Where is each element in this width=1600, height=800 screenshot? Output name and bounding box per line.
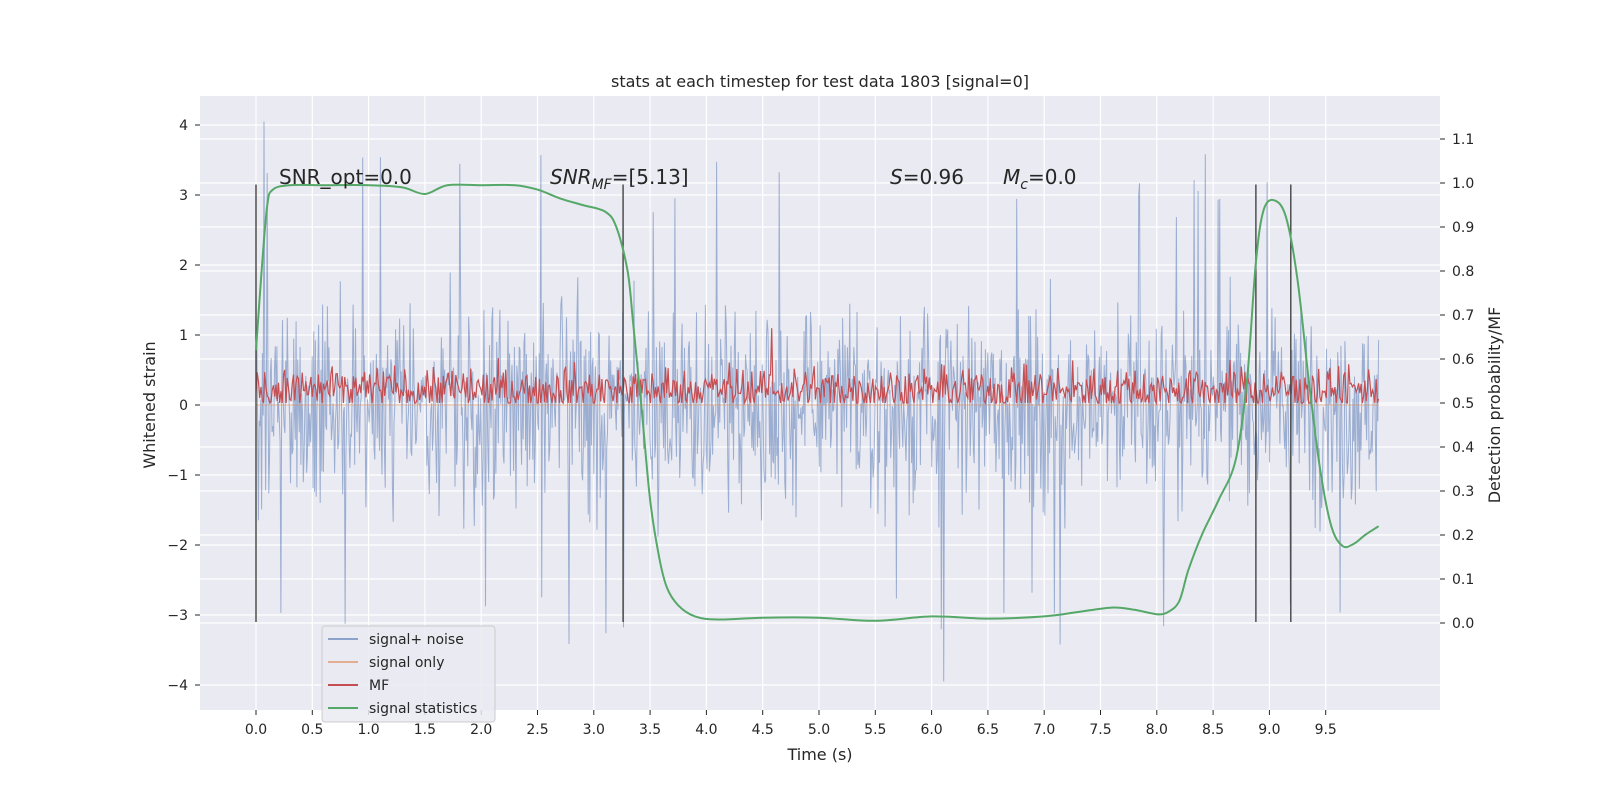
x-tick-label: 1.5 xyxy=(414,722,436,738)
y-right-tick-label: 1.0 xyxy=(1452,176,1474,192)
x-tick-label: 4.5 xyxy=(752,722,774,738)
y-tick-label: −3 xyxy=(167,608,188,624)
x-tick-label: 9.5 xyxy=(1315,722,1337,738)
x-tick-label: 6.5 xyxy=(977,722,999,738)
y-right-tick-label: 0.6 xyxy=(1452,352,1474,368)
y-right-tick-label: 0.3 xyxy=(1452,484,1474,500)
x-tick-label: 4.0 xyxy=(695,722,717,738)
y-axis-label: Whitened strain xyxy=(140,341,159,468)
x-axis-label: Time (s) xyxy=(786,745,852,764)
data-layer xyxy=(255,121,1380,682)
annotation-mc-label: M xyxy=(1003,165,1020,189)
y-right-tick-label: 0.8 xyxy=(1452,264,1474,280)
x-tick-label: 8.0 xyxy=(1146,722,1168,738)
x-tick-label: 5.0 xyxy=(808,722,830,738)
annotation-mc-sub: c xyxy=(1020,177,1028,193)
x-tick-label: 0.0 xyxy=(245,722,267,738)
y-right-tick-label: 0.9 xyxy=(1452,220,1474,236)
series-signal-statistics-line xyxy=(255,183,1380,622)
x-tick-label: 2.5 xyxy=(526,722,548,738)
x-tick-label: 6.0 xyxy=(920,722,942,738)
legend-label-signal-only: signal only xyxy=(369,655,444,671)
chart-title: stats at each timestep for test data 180… xyxy=(611,72,1029,91)
annotation-snr-mf-sub: MF xyxy=(592,177,613,193)
legend-label-mf: MF xyxy=(369,678,389,694)
y-right-tick-label: 0.0 xyxy=(1452,616,1474,632)
annotation-snr-mf-value: =[5.13] xyxy=(612,165,689,189)
x-tick-label: 1.0 xyxy=(357,722,379,738)
legend-box xyxy=(321,625,496,723)
y-tick-label: 2 xyxy=(179,258,188,274)
axes-layer: 0.0 0.5 1.0 1.5 2.0 2.5 3.0 3.5 4.0 4.5 5.0 5.5 6.0 6… xyxy=(167,118,1474,738)
x-tick-label: 7.0 xyxy=(1033,722,1055,738)
y-right-tick-label: 0.5 xyxy=(1452,396,1474,412)
legend-label-signal-noise: signal+ noise xyxy=(369,632,464,648)
y-axis-right-label: Detection probability/MF xyxy=(1485,307,1504,504)
legend-label-signal-statistics: signal statistics xyxy=(369,701,477,717)
annotation-s: S=0.96 xyxy=(890,165,964,189)
y-tick-label: 4 xyxy=(179,118,188,134)
annotation-mc-value: =0.0 xyxy=(1028,165,1077,189)
x-tick-label: 2.0 xyxy=(470,722,492,738)
y-tick-label: 3 xyxy=(179,188,188,204)
y-right-tick-label: 0.1 xyxy=(1452,572,1474,588)
x-tick-label: 8.5 xyxy=(1202,722,1224,738)
annotation-snr-opt: SNR_opt=0.0 xyxy=(279,165,412,189)
y-tick-label: 1 xyxy=(179,328,188,344)
x-tick-label: 3.0 xyxy=(583,722,605,738)
annotation-snr-mf: SNRMF=[5.13] xyxy=(550,165,689,193)
x-tick-label: 0.5 xyxy=(301,722,323,738)
y-tick-label: −2 xyxy=(167,538,188,554)
y-right-tick-label: 0.4 xyxy=(1452,440,1474,456)
annotation-s-label: S xyxy=(890,165,903,189)
annotation-snr-mf-label: SNR xyxy=(550,165,592,189)
series-mf-line xyxy=(255,328,1380,406)
annotation-mc: Mc=0.0 xyxy=(1003,165,1077,193)
x-tick-label: 7.5 xyxy=(1089,722,1111,738)
y-tick-label: −4 xyxy=(167,678,188,694)
x-tick-label: 5.5 xyxy=(864,722,886,738)
x-tick-label: 9.0 xyxy=(1258,722,1280,738)
legend: signal+ noise signal only MF signal stat… xyxy=(321,625,496,723)
y-right-tick-label: 0.2 xyxy=(1452,528,1474,544)
x-tick-label: 3.5 xyxy=(639,722,661,738)
annotation-s-value: =0.96 xyxy=(903,165,964,189)
y-right-tick-label: 0.7 xyxy=(1452,308,1474,324)
y-tick-label: 0 xyxy=(179,398,188,414)
y-tick-label: −1 xyxy=(167,468,188,484)
y-right-tick-label: 1.1 xyxy=(1452,132,1474,148)
